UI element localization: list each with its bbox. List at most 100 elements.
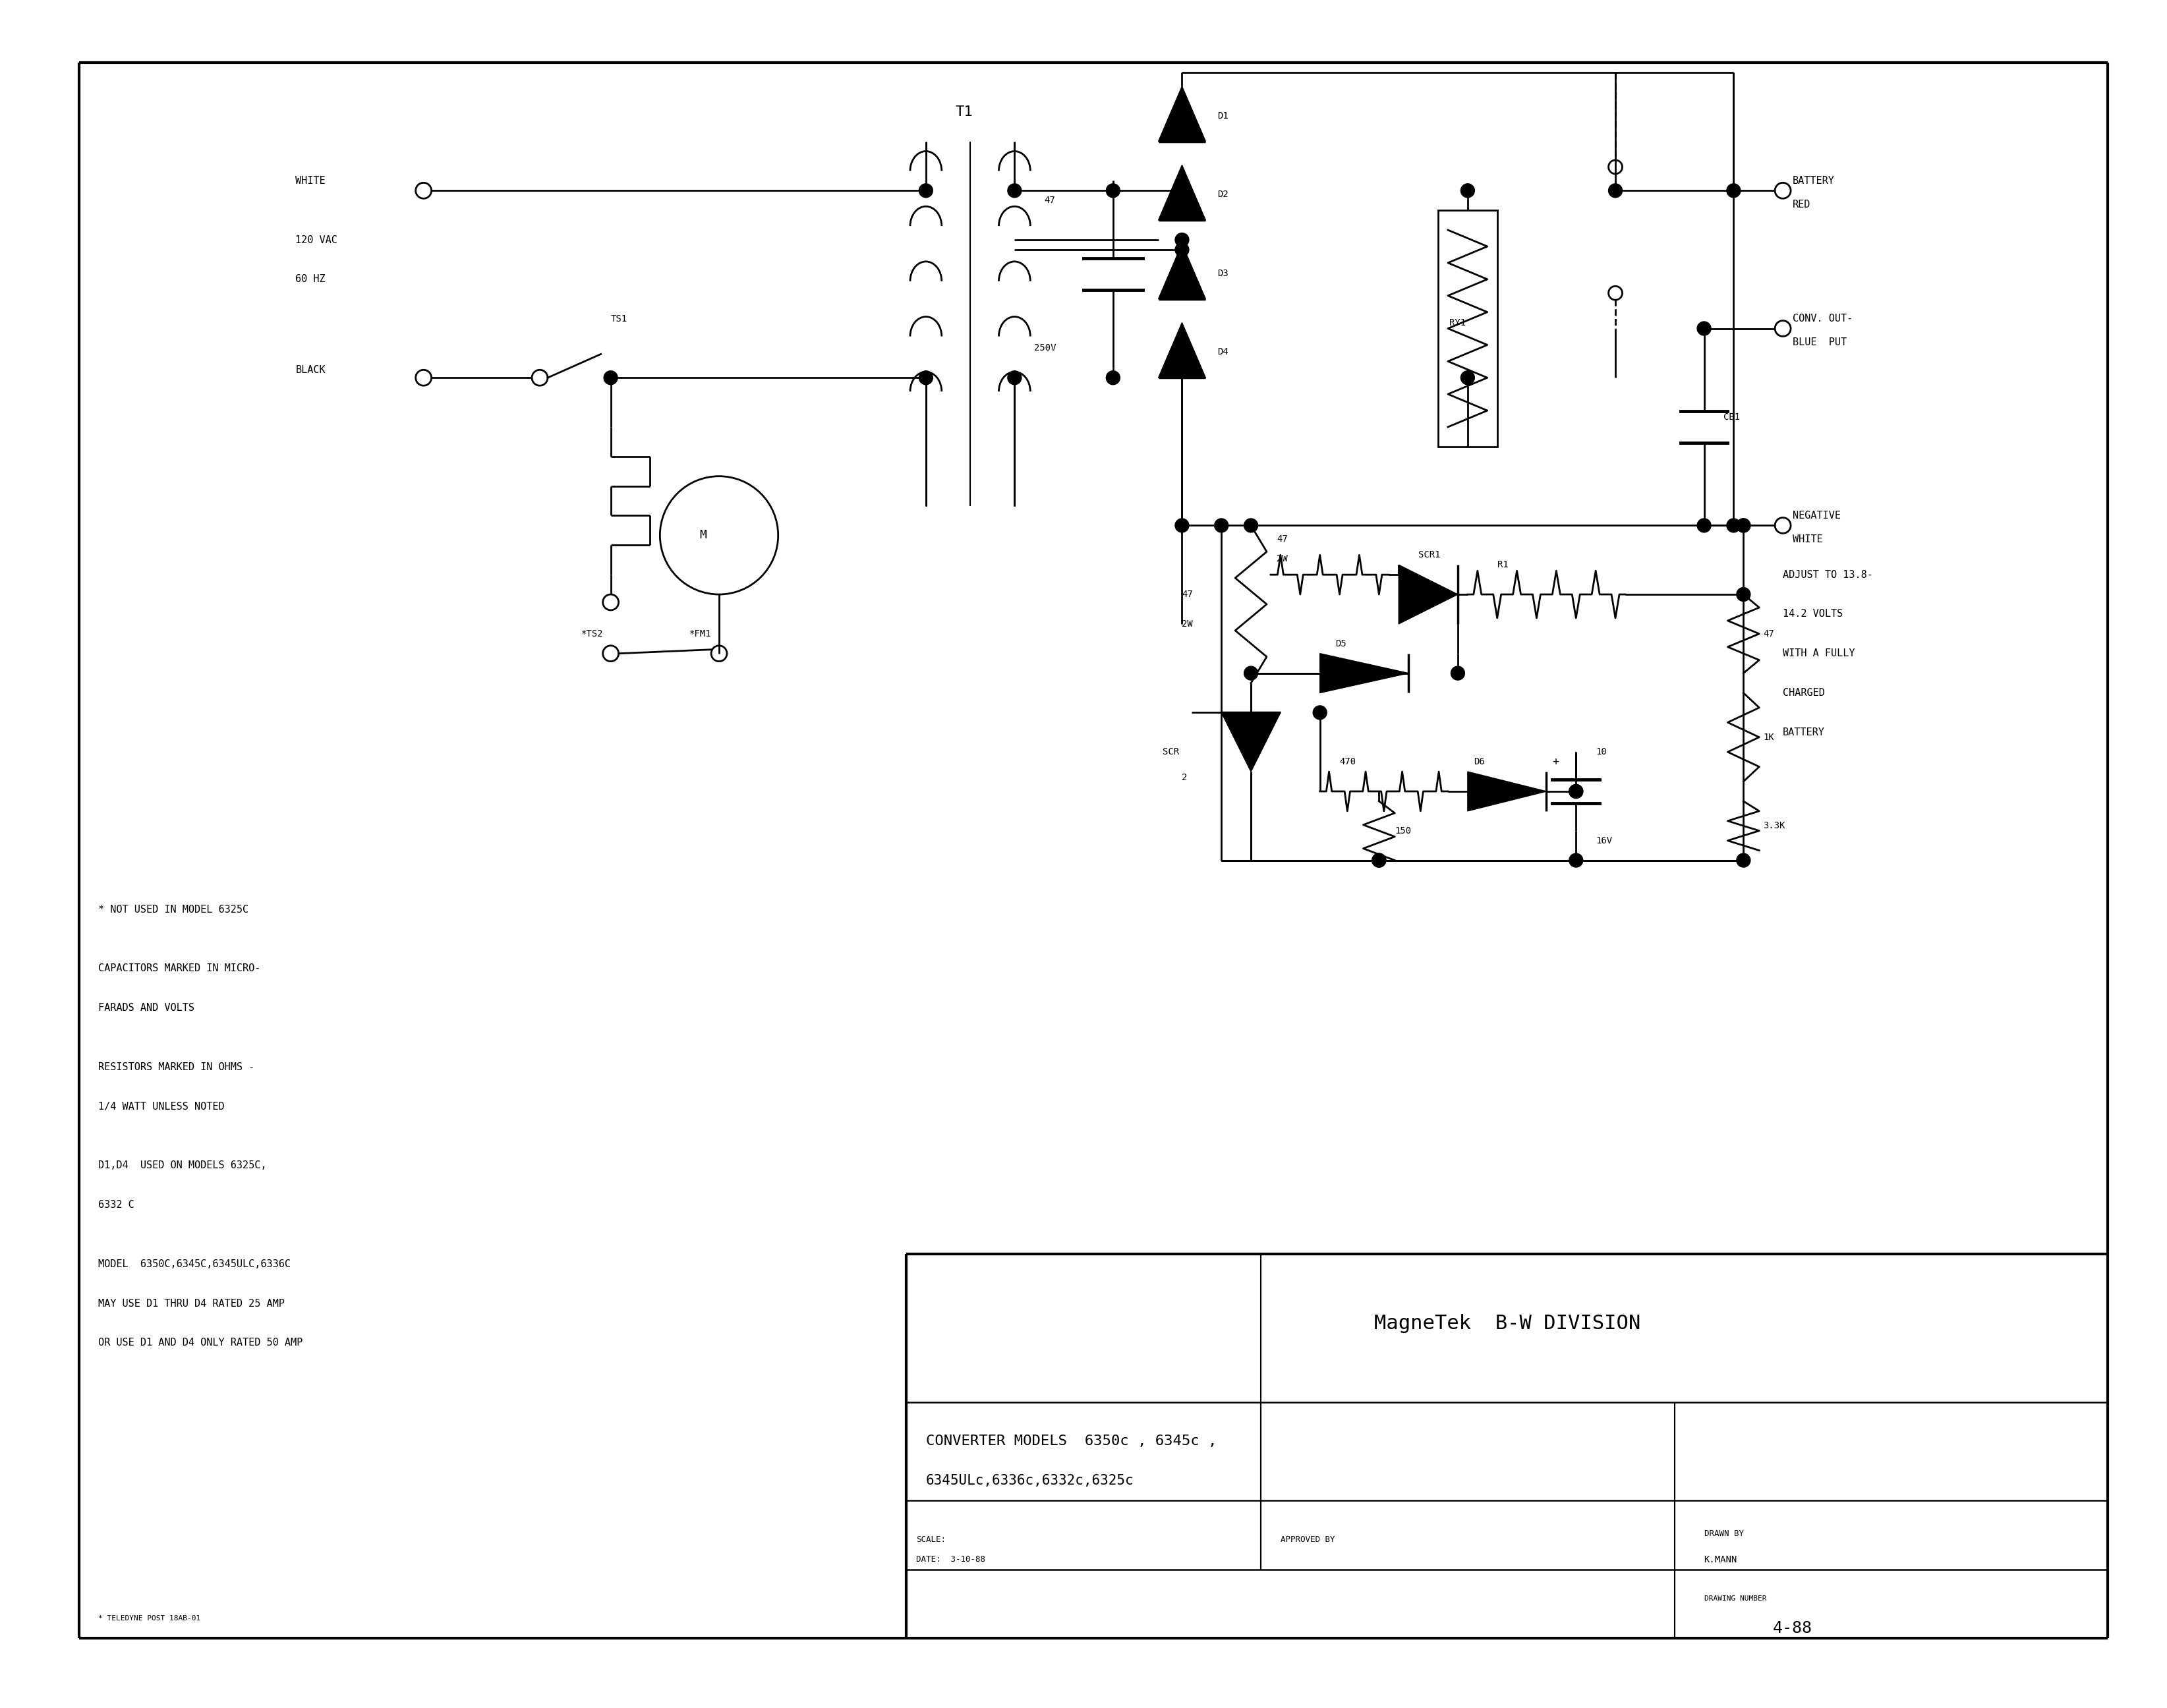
Circle shape [1175, 232, 1190, 246]
Circle shape [919, 371, 932, 384]
Text: TS1: TS1 [611, 314, 626, 323]
Text: SCALE:: SCALE: [917, 1535, 945, 1544]
Circle shape [1105, 371, 1120, 384]
Text: 10: 10 [1595, 748, 1606, 757]
Text: BATTERY: BATTERY [1783, 728, 1825, 738]
Text: 47: 47 [1764, 629, 1775, 639]
Circle shape [1313, 705, 1326, 719]
Text: FARADS AND VOLTS: FARADS AND VOLTS [98, 1003, 195, 1013]
Circle shape [1008, 184, 1021, 198]
Text: CHARGED: CHARGED [1783, 688, 1825, 699]
Circle shape [1372, 854, 1387, 868]
Circle shape [1727, 184, 1740, 198]
Circle shape [1697, 321, 1712, 335]
Text: 60 HZ: 60 HZ [295, 275, 325, 284]
Text: BLUE  PUT: BLUE PUT [1792, 338, 1846, 347]
Text: M: M [700, 529, 706, 541]
Polygon shape [1159, 166, 1205, 220]
Text: CAPACITORS MARKED IN MICRO-: CAPACITORS MARKED IN MICRO- [98, 963, 260, 974]
Text: 4-88: 4-88 [1773, 1621, 1812, 1636]
Text: 14.2 VOLTS: 14.2 VOLTS [1783, 610, 1842, 618]
Polygon shape [1159, 85, 1205, 142]
Text: D1: D1 [1218, 111, 1229, 120]
Text: 120 VAC: 120 VAC [295, 236, 338, 244]
Text: BATTERY: BATTERY [1792, 176, 1835, 186]
Circle shape [1214, 519, 1229, 533]
Text: 16V: 16V [1595, 835, 1612, 845]
Circle shape [1736, 519, 1751, 533]
Polygon shape [1398, 565, 1458, 623]
Polygon shape [1467, 772, 1547, 811]
Circle shape [1452, 666, 1465, 680]
Circle shape [919, 184, 932, 198]
Circle shape [1736, 854, 1751, 868]
Text: D6: D6 [1474, 757, 1484, 767]
Text: D5: D5 [1335, 639, 1346, 649]
Circle shape [1569, 784, 1582, 798]
Text: 3.3K: 3.3K [1764, 822, 1786, 830]
Polygon shape [1320, 654, 1409, 693]
Text: WHITE: WHITE [1792, 535, 1822, 545]
Circle shape [1244, 666, 1257, 680]
Text: DRAWING NUMBER: DRAWING NUMBER [1703, 1595, 1766, 1602]
Text: D2: D2 [1218, 190, 1229, 200]
Circle shape [1372, 854, 1387, 868]
Text: WITH A FULLY: WITH A FULLY [1783, 649, 1855, 658]
Text: 1/4 WATT UNLESS NOTED: 1/4 WATT UNLESS NOTED [98, 1102, 225, 1112]
Text: BLACK: BLACK [295, 366, 325, 374]
Circle shape [1105, 184, 1120, 198]
Circle shape [1461, 371, 1474, 384]
Circle shape [1569, 854, 1582, 868]
Circle shape [1175, 243, 1190, 256]
Text: 1K: 1K [1764, 733, 1775, 741]
Text: D1,D4  USED ON MODELS 6325C,: D1,D4 USED ON MODELS 6325C, [98, 1161, 267, 1170]
Text: 2W: 2W [1276, 555, 1287, 564]
Polygon shape [1159, 244, 1205, 299]
Text: D4: D4 [1218, 347, 1229, 357]
Text: MODEL  6350C,6345C,6345ULC,6336C: MODEL 6350C,6345C,6345ULC,6336C [98, 1259, 290, 1269]
Text: SCR: SCR [1162, 748, 1179, 757]
Text: R1: R1 [1497, 560, 1508, 569]
Text: CONVERTER MODELS  6350c , 6345c ,: CONVERTER MODELS 6350c , 6345c , [925, 1435, 1218, 1448]
Text: CB1: CB1 [1723, 413, 1740, 422]
Text: RED: RED [1792, 200, 1812, 210]
Polygon shape [1222, 712, 1281, 772]
Circle shape [1736, 588, 1751, 601]
Text: 250V: 250V [1034, 343, 1055, 354]
Text: DATE:  3-10-88: DATE: 3-10-88 [917, 1556, 986, 1565]
Bar [1439, 210, 1497, 447]
Circle shape [1569, 784, 1582, 798]
Text: 47: 47 [1276, 535, 1287, 543]
Circle shape [1175, 184, 1190, 198]
Text: 47: 47 [1044, 196, 1055, 205]
Text: T1: T1 [956, 106, 973, 118]
Text: *TS2: *TS2 [581, 629, 602, 639]
Text: OR USE D1 AND D4 ONLY RATED 50 AMP: OR USE D1 AND D4 ONLY RATED 50 AMP [98, 1337, 303, 1348]
Text: 2: 2 [1181, 774, 1188, 782]
Text: CONV. OUT-: CONV. OUT- [1792, 314, 1853, 323]
Circle shape [1175, 519, 1190, 533]
Text: * TELEDYNE POST 18AB-01: * TELEDYNE POST 18AB-01 [98, 1616, 202, 1623]
Text: NEGATIVE: NEGATIVE [1792, 511, 1840, 521]
Text: WHITE: WHITE [295, 176, 325, 186]
Polygon shape [1159, 323, 1205, 377]
Circle shape [1461, 184, 1474, 198]
Text: +: + [1552, 757, 1558, 769]
Text: 47: 47 [1181, 589, 1194, 600]
Text: 470: 470 [1339, 757, 1357, 767]
Circle shape [1008, 371, 1021, 384]
Text: MagneTek  B-W DIVISION: MagneTek B-W DIVISION [1374, 1313, 1640, 1332]
Text: ADJUST TO 13.8-: ADJUST TO 13.8- [1783, 570, 1872, 579]
Circle shape [1608, 184, 1623, 198]
Text: D3: D3 [1218, 268, 1229, 278]
Text: RESISTORS MARKED IN OHMS -: RESISTORS MARKED IN OHMS - [98, 1062, 256, 1073]
Text: MAY USE D1 THRU D4 RATED 25 AMP: MAY USE D1 THRU D4 RATED 25 AMP [98, 1298, 284, 1308]
Text: APPROVED BY: APPROVED BY [1281, 1535, 1335, 1544]
Text: DRAWN BY: DRAWN BY [1703, 1530, 1744, 1539]
Text: RY1: RY1 [1450, 318, 1467, 328]
Circle shape [605, 371, 618, 384]
Text: *FM1: *FM1 [689, 629, 711, 639]
Text: SCR1: SCR1 [1419, 550, 1441, 560]
Circle shape [1244, 519, 1257, 533]
Circle shape [1736, 519, 1751, 533]
